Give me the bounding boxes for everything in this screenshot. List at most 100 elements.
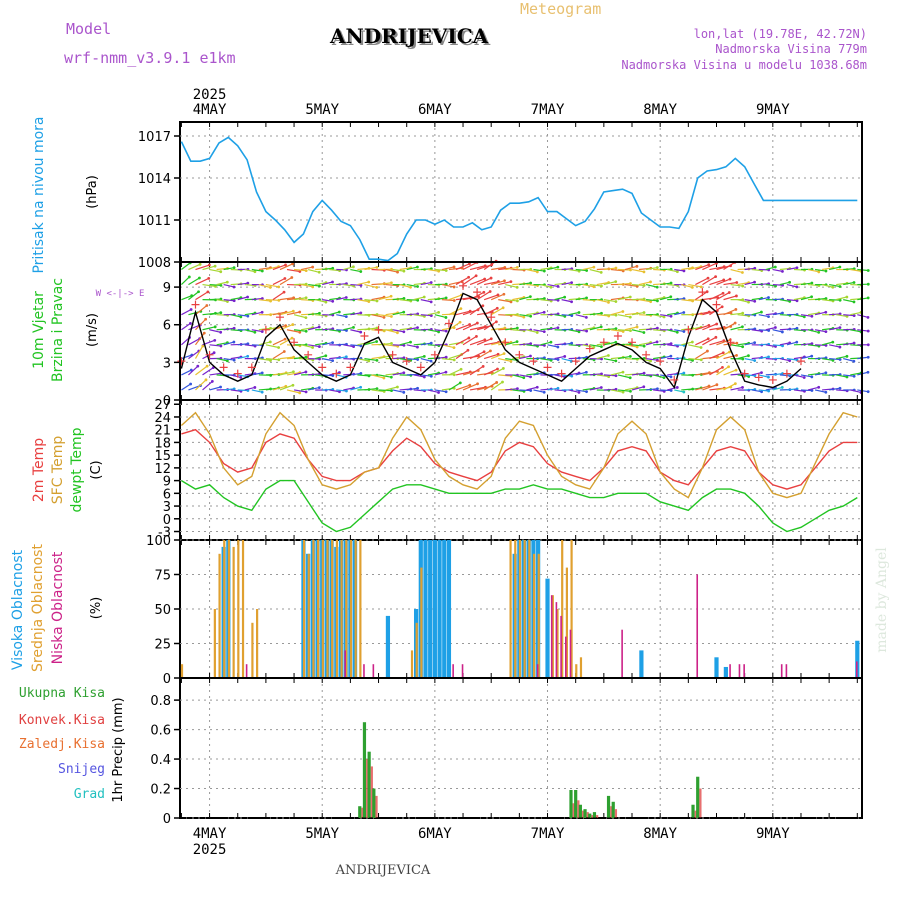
wind-arrow [723,281,737,286]
wind-arrow [378,295,392,301]
wind-arrow-head [318,311,321,315]
wind-arrow-head [795,266,799,270]
wind-arrow-head [599,386,603,389]
wind-arrow [561,282,572,286]
wind-arrow-head [529,354,532,358]
wind-arrow [540,267,552,271]
cloud-bar-1 [575,664,578,678]
wind-arrow-head [675,330,679,334]
wind-arrow [829,387,841,391]
wind-arrow [561,358,572,362]
precip-total-bar [574,790,578,818]
wind-arrow-head [570,359,573,363]
wind-arrow [223,283,235,288]
precip-conv-bar [699,788,702,818]
wind-arrow [822,327,834,331]
wind-arrow-head [628,315,632,319]
wind-arrow [336,389,347,392]
wind-arrow-head [675,270,679,274]
wind-arrow-head [260,330,264,333]
wind-gust-marker [261,325,270,334]
wind-arrow [610,310,624,316]
wind-arrow-head [352,326,355,329]
wind-arrow-head [669,354,673,358]
wind-arrow [476,338,492,346]
temperature-ytick-label: 12 [154,462,171,477]
location-line: lon,lat (19.78E, 42.72N) [694,27,867,41]
wind-arrow [301,299,313,302]
wind-arrow-head [422,295,426,299]
wind-arrow [603,358,616,362]
wind-arrow [434,329,447,332]
wind-arrow [413,374,425,378]
wind-arrow-head [206,290,210,294]
pressure-frame [179,121,863,263]
wind-arrow [547,344,559,348]
wind-gust-marker [374,325,383,334]
wind-gust-marker [219,363,228,372]
wind-arrow [483,307,498,316]
wind-arrow-head [204,317,208,321]
pressure-unit: (hPa) [85,175,100,209]
wind-arrow [329,268,340,272]
wind-arrow-head [642,371,646,375]
wind-arrow-head [219,270,223,274]
cloud-bar-1 [561,540,564,678]
cloud-ytick-label: 75 [154,569,171,584]
wind-arrow [469,386,486,391]
wind-gust-marker [656,357,665,366]
wind-arrow-head [585,269,589,272]
wind-arrow [751,356,762,360]
wind-arrow-head [468,383,472,387]
wind-arrow-head [331,341,334,344]
x-label-top: 4MAY [193,102,227,118]
wind-arrow [498,358,512,362]
wind-arrow [660,282,672,286]
wind-arrow [265,358,279,361]
wind-arrow-head [563,295,567,299]
wind-arrow [568,372,580,376]
wind-arrow [744,374,755,377]
wind-arrows [180,259,870,395]
wind-arrow-head [556,386,560,390]
wind-arrow [660,296,671,301]
pressure-ytick-label: 1017 [138,130,171,145]
wind-arrow-head [706,276,710,280]
wind-gust-marker [768,375,777,384]
wind-arrow-head [866,282,870,286]
wind-arrow [645,283,658,288]
wind-arrow-head [283,277,287,280]
wind-arrow [814,372,826,376]
wind-arrow [455,323,470,331]
wind-arrow [575,356,587,360]
wind-arrow-head [542,330,546,334]
wind-arrow [519,314,531,317]
cloud-bar-1 [579,657,583,678]
wind-arrow [688,344,702,349]
wind-arrow-head [733,321,737,325]
wind-arrow-head [390,389,393,393]
wind-arrow [815,357,827,360]
wind-arrow-head [317,386,321,389]
wind-arrow [582,327,595,331]
wind-arrow [315,314,327,317]
wind-arrow [441,266,455,271]
wind-arrow [251,344,263,346]
cloud-bar-1 [232,546,235,678]
cloud-bar-2 [743,664,745,678]
precip-conv-bar [591,815,594,818]
wind-arrow [681,267,693,271]
wind-arrow-head [495,381,499,384]
cloud-ylabel-2: Srednja Oblacnost [30,544,46,672]
wind-arrow [378,374,392,378]
wind-arrow-head [416,326,419,330]
precip-conv-bar [614,809,618,818]
footer-title: ANDRIJEVICA [335,863,431,878]
precipitation-ytick-label: 0.8 [150,694,171,709]
wind-arrow [300,327,313,331]
wind-arrow [617,374,631,379]
wind-arrow [350,372,361,376]
wind-gust-marker [416,363,425,372]
wind-arrow [322,299,333,302]
